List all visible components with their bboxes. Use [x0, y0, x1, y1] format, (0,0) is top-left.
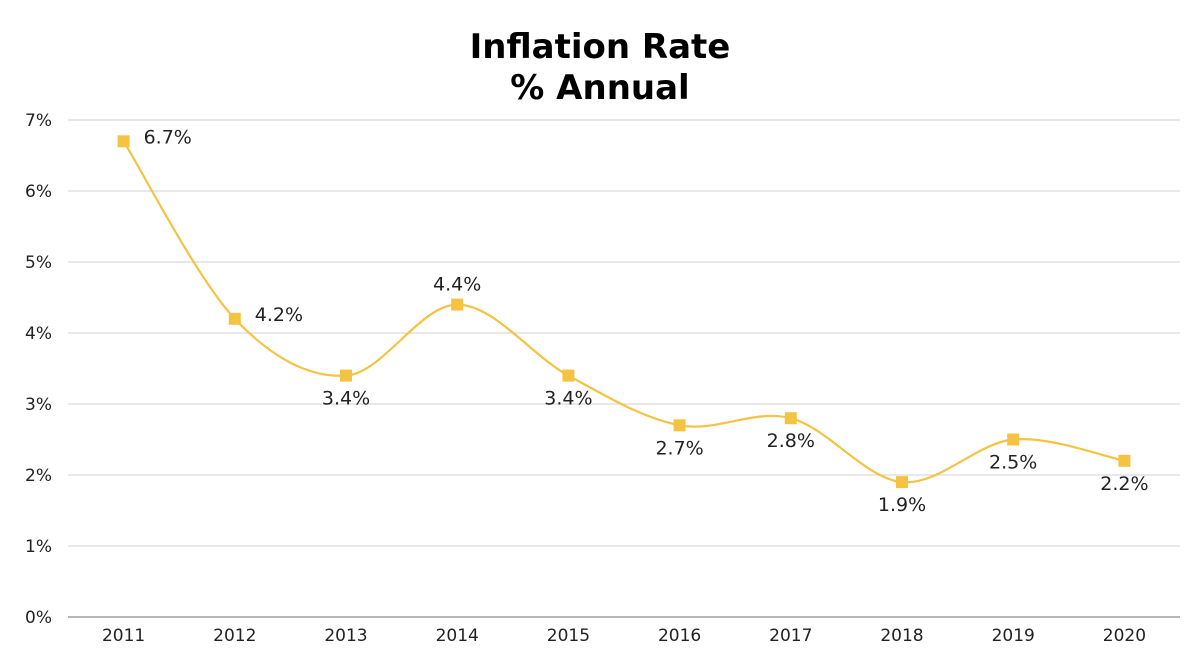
data-label: 2.5%: [989, 452, 1037, 474]
data-label: 6.7%: [144, 126, 192, 148]
x-tick-label: 2017: [769, 626, 812, 646]
x-tick-label: 2020: [1103, 626, 1146, 646]
series-line-group: [122, 140, 1125, 484]
x-tick-label: 2016: [658, 626, 701, 646]
x-tick-label: 2014: [436, 626, 479, 646]
data-label: 4.4%: [433, 274, 481, 296]
data-point-marker: [896, 476, 908, 489]
x-tick-label: 2018: [880, 626, 923, 646]
gridlines: [68, 119, 1180, 618]
data-point-marker: [1007, 433, 1020, 446]
y-axis-ticks: 0% 1% 2% 3% 4% 5% 6% 7%: [25, 111, 52, 628]
data-labels: 6.7% 4.2% 3.4% 4.4% 3.4% 2.7% 2.8% 1.9% 2.5% 2.2%: [144, 126, 1149, 516]
data-point-marker: [1118, 454, 1131, 467]
data-point-marker: [340, 369, 352, 382]
x-axis-ticks: 2011 2012 2013 2014 2015 2016 2017 2018 2019 2020: [102, 626, 1146, 646]
data-point-marker: [673, 419, 686, 432]
y-tick-label: 6%: [25, 182, 52, 202]
x-tick-label: 2012: [213, 626, 256, 646]
data-label: 1.9%: [878, 494, 926, 516]
data-point-marker: [451, 298, 464, 311]
y-tick-label: 5%: [25, 253, 52, 273]
chart-subtitle: % Annual: [510, 68, 689, 108]
series-line: [122, 140, 1125, 484]
data-label: 4.2%: [255, 304, 303, 326]
y-tick-label: 4%: [25, 324, 52, 344]
data-point-marker: [228, 312, 241, 325]
data-label: 3.4%: [322, 388, 370, 410]
data-label: 3.4%: [544, 388, 592, 410]
data-point-marker: [117, 135, 130, 148]
data-label: 2.2%: [1100, 473, 1148, 495]
y-tick-label: 7%: [25, 111, 52, 131]
x-tick-label: 2019: [992, 626, 1035, 646]
x-tick-label: 2015: [547, 626, 590, 646]
chart-title: Inflation Rate: [470, 27, 731, 67]
data-label: 2.7%: [655, 437, 703, 459]
data-point-marker: [784, 412, 797, 425]
data-label: 2.8%: [767, 430, 815, 452]
y-tick-label: 3%: [25, 395, 52, 415]
y-tick-label: 1%: [25, 537, 52, 557]
data-markers: [117, 135, 1131, 489]
x-tick-label: 2011: [102, 626, 145, 646]
y-tick-label: 0%: [25, 608, 52, 628]
x-tick-label: 2013: [324, 626, 367, 646]
data-point-marker: [562, 369, 575, 382]
y-tick-label: 2%: [25, 466, 52, 486]
